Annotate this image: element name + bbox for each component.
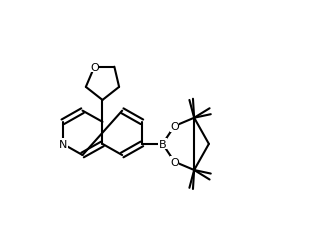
Text: O: O [170, 121, 179, 131]
Text: B: B [159, 139, 166, 149]
Text: O: O [170, 157, 179, 167]
Text: N: N [59, 139, 67, 149]
Text: O: O [90, 62, 99, 72]
